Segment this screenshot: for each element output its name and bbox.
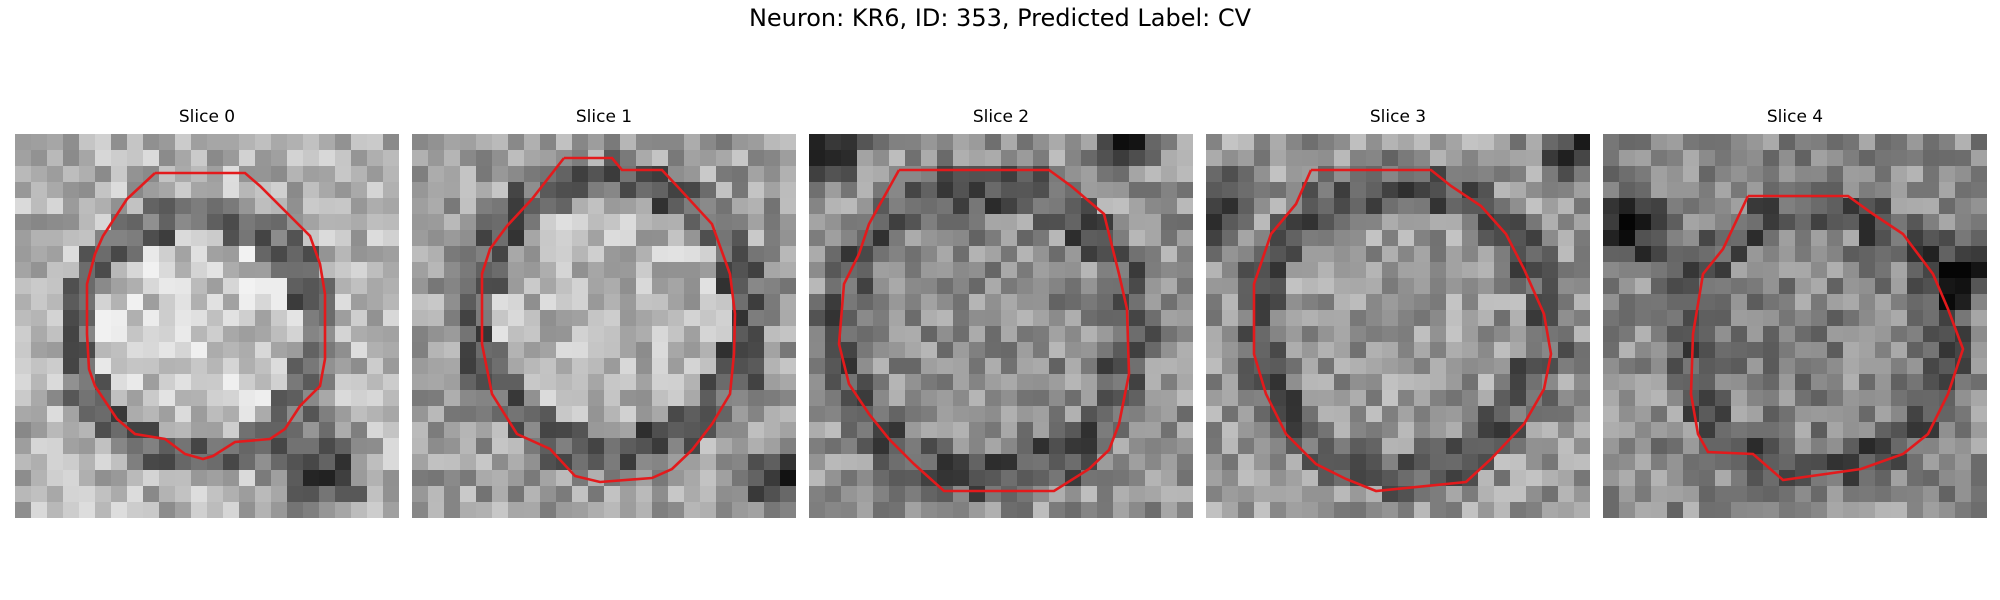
slice-title: Slice 0 (178, 107, 236, 127)
slice-panel-2: Slice 2 (809, 104, 1193, 522)
segmentation-contour (480, 156, 737, 484)
slice-title: Slice 2 (972, 107, 1030, 127)
slice-image-2 (809, 134, 1193, 518)
figure-title: Neuron: KR6, ID: 353, Predicted Label: C… (748, 4, 1252, 32)
slice-panel-0: Slice 0 (15, 104, 399, 522)
slice-image-3 (1206, 134, 1590, 518)
slice-title: Slice 4 (1766, 107, 1824, 127)
slice-title: Slice 3 (1369, 107, 1427, 127)
slice-image-4 (1603, 134, 1987, 518)
segmentation-contour (837, 168, 1131, 493)
segmentation-contour (1689, 194, 1965, 482)
slice-panel-4: Slice 4 (1603, 104, 1987, 522)
slice-title: Slice 1 (575, 107, 633, 127)
slice-panel-1: Slice 1 (412, 104, 796, 522)
slice-image-0 (15, 134, 399, 518)
segmentation-contour (85, 171, 327, 461)
slice-panel-3: Slice 3 (1206, 104, 1590, 522)
segmentation-contour (1252, 168, 1553, 493)
slice-image-1 (412, 134, 796, 518)
